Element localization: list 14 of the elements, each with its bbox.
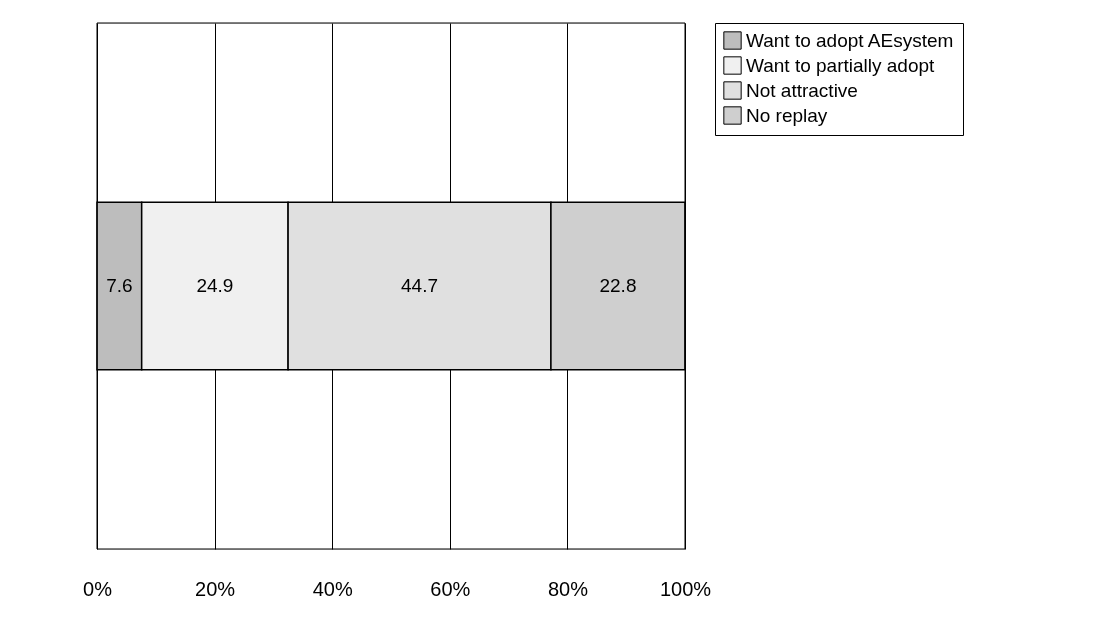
x-tick-label: 20% [195,577,236,600]
x-tick-label: 40% [312,577,353,600]
data-label: 7.6 [106,275,133,296]
x-tick-label: 100% [659,577,712,600]
legend-label: Not attractive [746,79,858,101]
x-tick-label: 80% [547,577,589,600]
legend-label: Want to adopt AEsystem [746,29,954,51]
data-label: 24.9 [196,275,234,296]
data-label: 44.7 [401,275,439,296]
x-tick-label: 0% [83,577,113,600]
legend-label: No replay [746,104,828,126]
x-tick-label: 60% [430,577,471,600]
data-label: 22.8 [599,275,637,296]
legend-label: Want to partially adopt [746,54,936,76]
